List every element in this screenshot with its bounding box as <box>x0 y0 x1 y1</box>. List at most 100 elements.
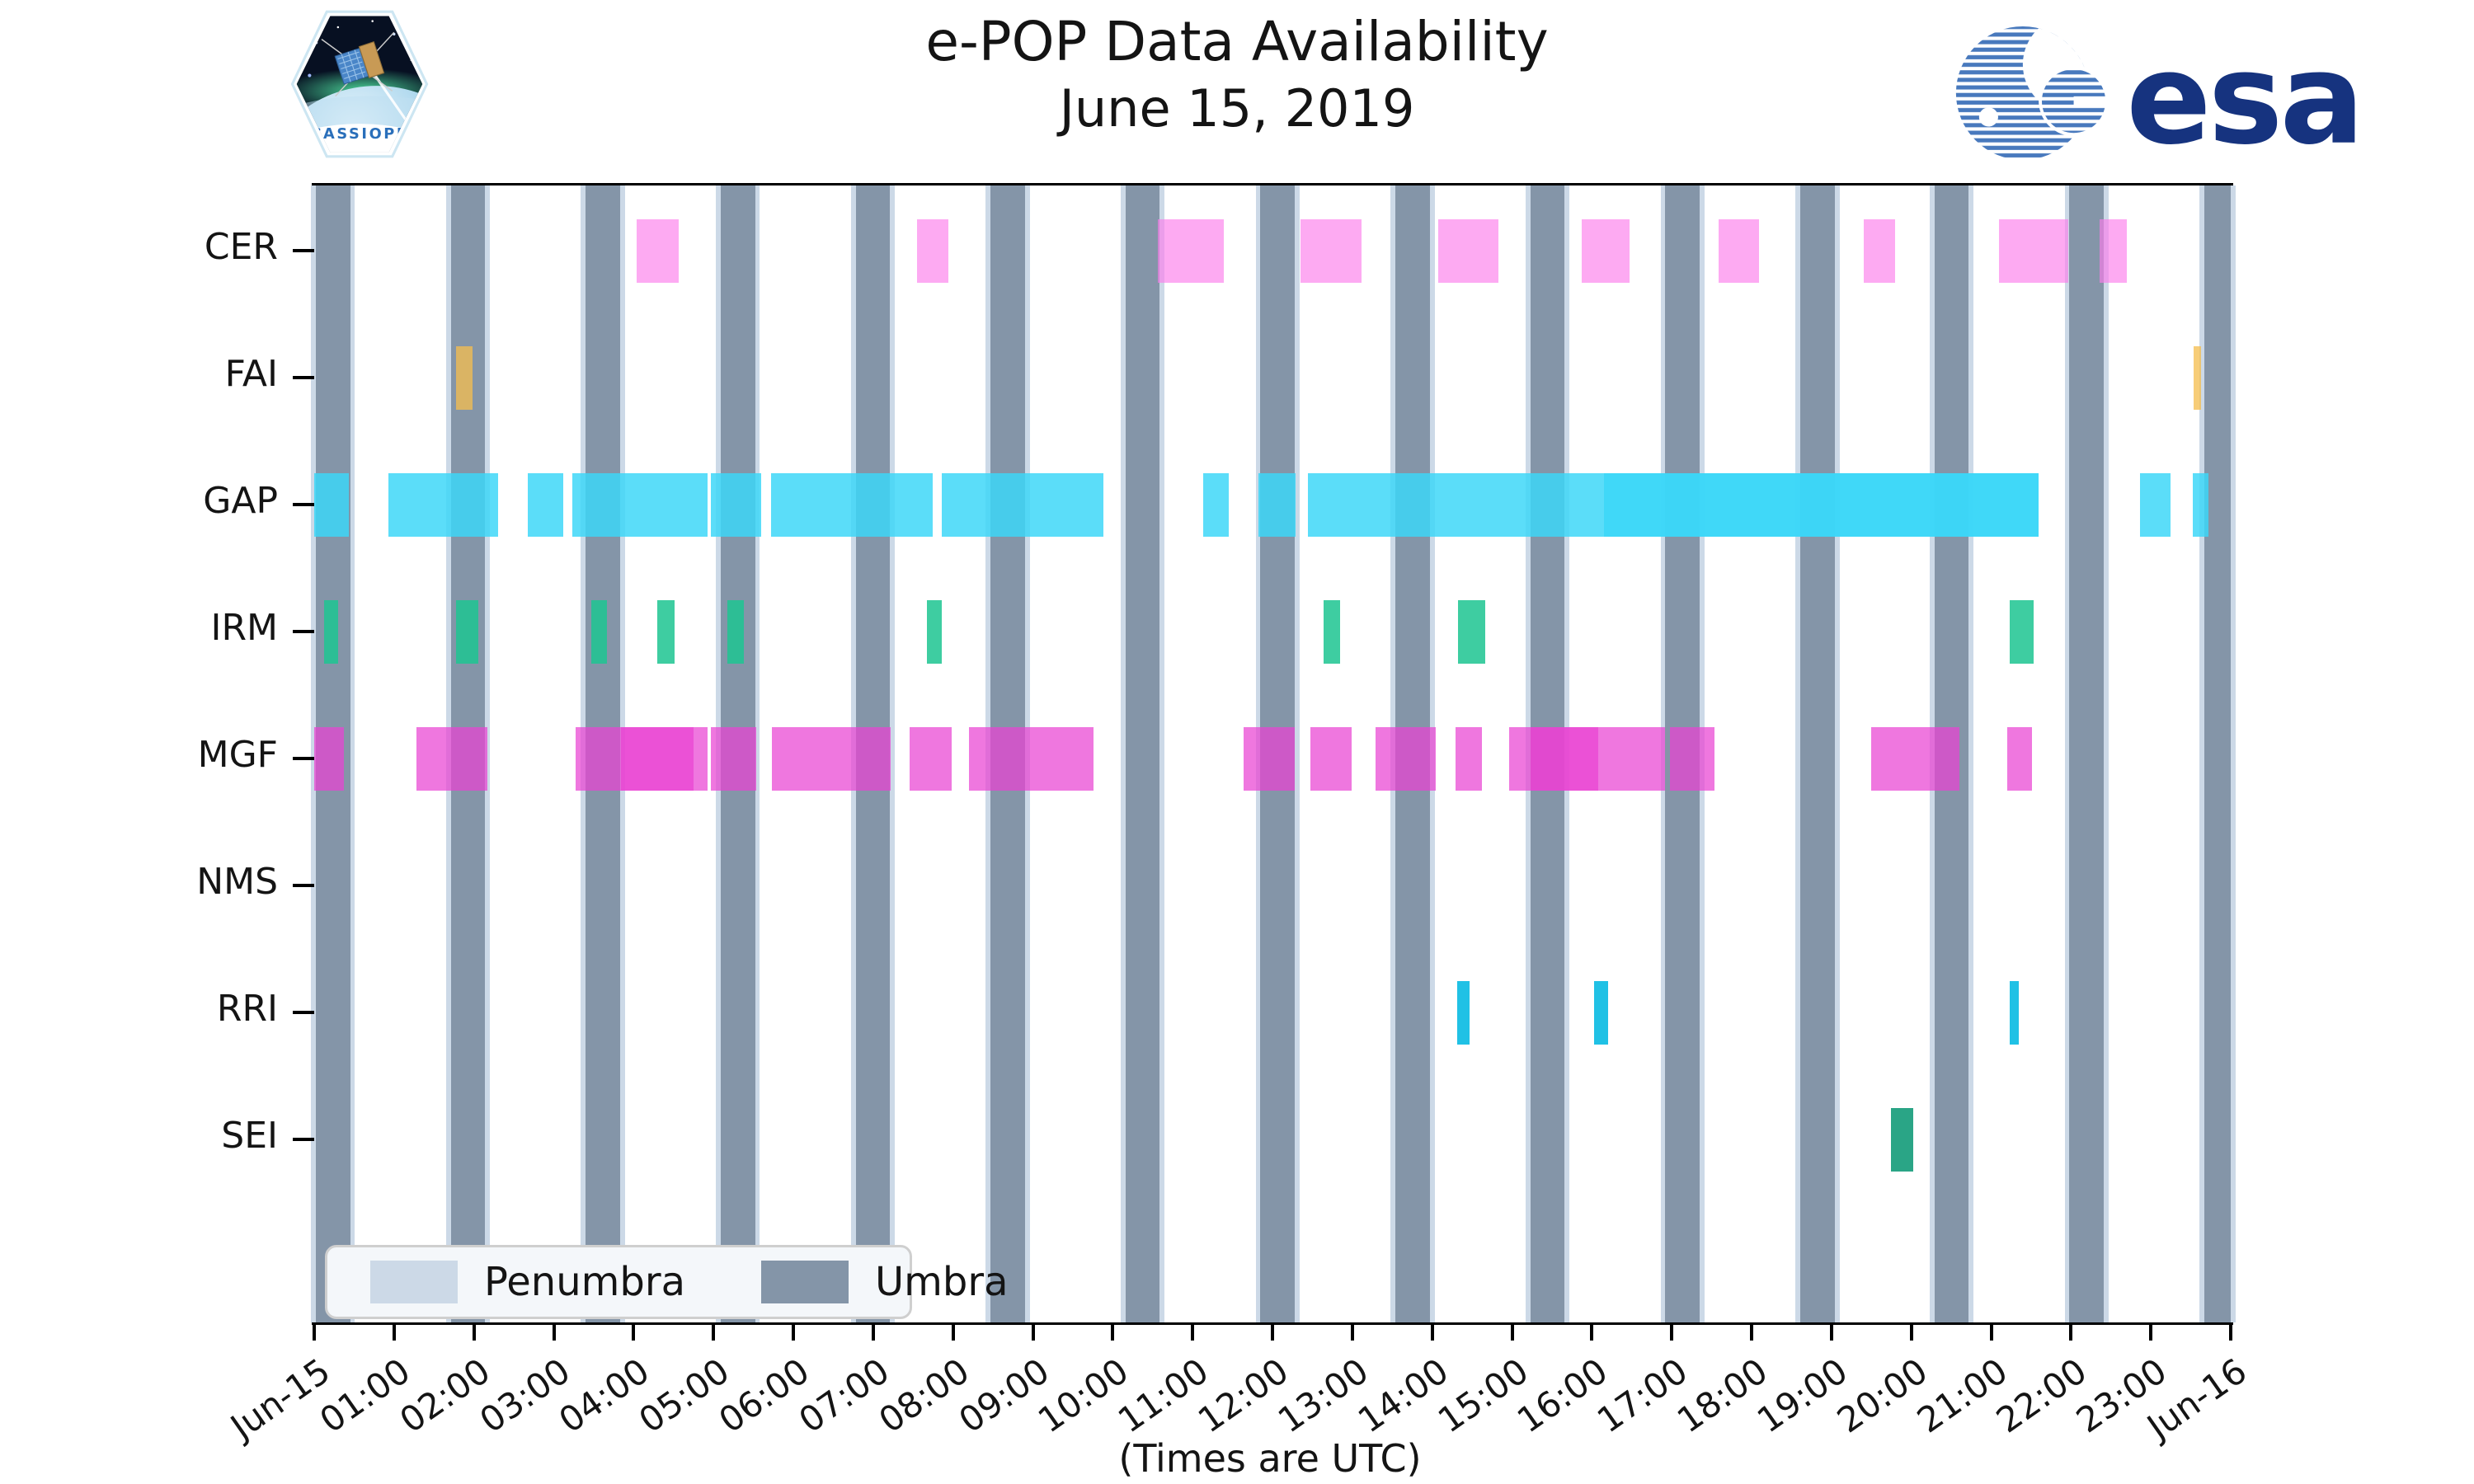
x-tick <box>313 1322 316 1341</box>
penumbra-strip <box>755 186 760 1322</box>
legend: Penumbra Umbra <box>325 1245 1009 1319</box>
x-tick-label: 06:00 <box>711 1350 817 1441</box>
x-tick-label: 02:00 <box>392 1350 497 1441</box>
x-tick-label: 11:00 <box>1111 1350 1216 1441</box>
irm-data-bar <box>727 599 744 664</box>
penumbra-strip <box>2064 186 2070 1322</box>
x-tick <box>1909 1322 1913 1341</box>
irm-data-bar <box>2009 599 2034 664</box>
x-tick <box>1829 1322 1833 1341</box>
x-tick-label: 07:00 <box>791 1350 896 1441</box>
x-tick <box>1031 1322 1035 1341</box>
umbra-bar <box>2069 186 2105 1322</box>
x-tick-label: 10:00 <box>1031 1350 1136 1441</box>
x-tick <box>2149 1322 2153 1341</box>
x-tick <box>712 1322 716 1341</box>
mgf-data-bar <box>1244 726 1296 791</box>
cer-data-bar <box>2100 218 2128 283</box>
x-tick <box>1590 1322 1594 1341</box>
chart-title: e-POP Data Availability <box>925 10 1549 73</box>
gap-data-bar <box>388 472 498 537</box>
cer-data-bar <box>1300 218 1362 283</box>
penumbra-strip <box>485 186 491 1322</box>
penumbra-strip <box>1121 186 1126 1322</box>
irm-data-bar <box>1323 599 1341 664</box>
mgf-data-bar <box>1871 726 1959 791</box>
x-tick <box>1750 1322 1753 1341</box>
irm-data-bar <box>657 599 675 664</box>
x-tick-label: 14:00 <box>1350 1350 1456 1441</box>
rri-data-bar <box>1456 980 1470 1045</box>
row-label-gap: GAP <box>203 480 278 522</box>
rri-data-bar <box>2009 980 2020 1045</box>
sei-data-bar <box>1891 1107 1913 1172</box>
gap-data-bar <box>711 472 762 537</box>
x-tick-label: 03:00 <box>472 1350 577 1441</box>
irm-data-bar <box>591 599 608 664</box>
cer-data-bar <box>1438 218 1499 283</box>
row-label-mgf: MGF <box>197 734 278 776</box>
gap-data-bar <box>2139 472 2171 537</box>
irm-data-bar <box>323 599 339 664</box>
x-tick-label: 20:00 <box>1829 1350 1935 1441</box>
cer-data-bar <box>1999 218 2069 283</box>
x-tick <box>1989 1322 1993 1341</box>
esa-logo-graphic: esa <box>1955 26 2364 172</box>
x-tick-label: 08:00 <box>871 1350 976 1441</box>
penumbra-strip <box>1295 186 1300 1322</box>
mgf-data-bar <box>910 726 952 791</box>
chart-subtitle: June 15, 2019 <box>1059 77 1415 139</box>
cassiope-patch-graphic: CASSIOPE <box>290 10 429 158</box>
umbra-bar <box>2204 186 2231 1322</box>
esa-logo: esa <box>1953 23 2398 172</box>
mgf-data-bar <box>969 726 1094 791</box>
x-tick-label: 12:00 <box>1190 1350 1296 1441</box>
legend-swatch-umbra <box>760 1261 849 1303</box>
row-label-sei: SEI <box>221 1115 278 1157</box>
row-label-cer: CER <box>204 226 278 268</box>
gap-data-bar <box>571 472 708 537</box>
y-tick <box>293 884 314 887</box>
x-tick-label: 05:00 <box>632 1350 737 1441</box>
penumbra-strip <box>1795 186 1801 1322</box>
gap-data-bar <box>314 472 349 537</box>
x-tick-label: 16:00 <box>1510 1350 1616 1441</box>
y-tick <box>293 503 314 506</box>
x-tick <box>1670 1322 1674 1341</box>
legend-swatch-penumbra <box>370 1261 458 1303</box>
x-tick-label: 15:00 <box>1430 1350 1536 1441</box>
x-axis-title: (Times are UTC) <box>1118 1436 1422 1481</box>
mgf-data-bar <box>1670 726 1715 791</box>
irm-data-bar <box>926 599 943 664</box>
legend-label-penumbra: Penumbra <box>484 1259 685 1305</box>
gap-data-bar <box>942 472 1103 537</box>
gap-data-bar <box>1258 472 1296 537</box>
x-tick <box>1191 1322 1195 1341</box>
penumbra-strip <box>890 186 895 1322</box>
cer-data-bar <box>1863 218 1896 283</box>
cer-data-bar <box>1157 218 1224 283</box>
row-label-fai: FAI <box>224 353 278 395</box>
x-tick-label: 22:00 <box>1989 1350 2095 1441</box>
x-tick <box>2229 1322 2232 1341</box>
mgf-data-bar <box>416 726 488 791</box>
cassiope-mission-patch: CASSIOPE <box>290 8 429 163</box>
x-tick-label: 01:00 <box>312 1350 417 1441</box>
x-tick-label: 17:00 <box>1590 1350 1696 1441</box>
x-tick-label: Jun-15 <box>223 1350 338 1448</box>
penumbra-strip <box>2104 186 2109 1322</box>
x-tick <box>792 1322 795 1341</box>
irm-data-bar <box>456 599 478 664</box>
penumbra-strip <box>311 186 316 1322</box>
x-tick-label: 04:00 <box>552 1350 657 1441</box>
x-tick <box>871 1322 875 1341</box>
penumbra-strip <box>2199 186 2205 1322</box>
mgf-data-bar <box>711 726 757 791</box>
gap-data-bar <box>770 472 934 537</box>
gap-data-bar-overlay <box>1603 472 2039 537</box>
gap-data-bar <box>2193 472 2208 537</box>
gap-data-bar <box>1202 472 1229 537</box>
fai-data-bar <box>2194 345 2202 410</box>
y-tick <box>293 376 314 379</box>
y-tick <box>293 1011 314 1014</box>
